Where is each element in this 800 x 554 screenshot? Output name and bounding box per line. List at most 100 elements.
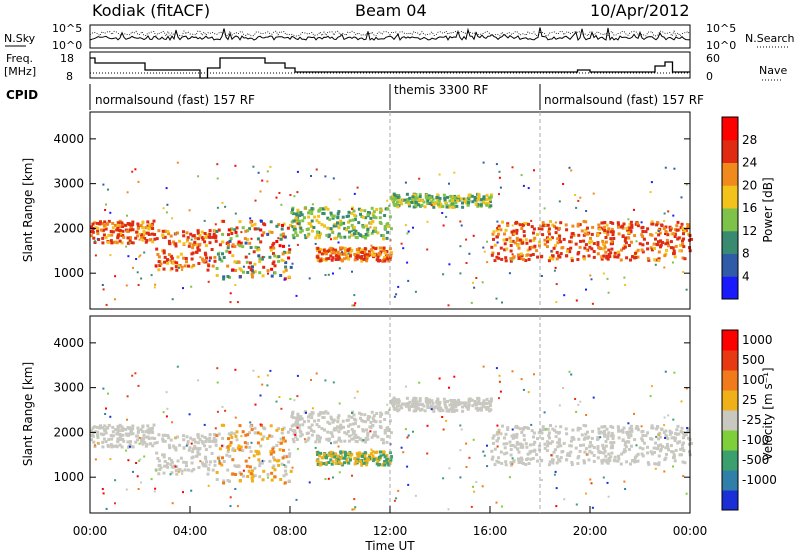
power-cell [294, 216, 298, 220]
velocity-noise-cell [221, 444, 223, 447]
power-noise-cell [442, 224, 445, 227]
velocity-cell [248, 431, 252, 435]
velocity-cell [241, 430, 245, 434]
power-cell [417, 203, 421, 207]
power-cell [316, 249, 319, 252]
power-cell [196, 229, 200, 233]
velocity-noise-cell [508, 476, 511, 479]
velocity-cell [539, 459, 543, 463]
power-cell [109, 230, 113, 233]
power-cell [235, 226, 239, 230]
velocity-noise-cell [96, 441, 99, 444]
velocity-cell [367, 456, 371, 459]
velocity-cell [506, 426, 510, 430]
velocity-cell [427, 398, 431, 402]
velocity-noise-cell [663, 416, 666, 419]
velocity-cell [319, 436, 322, 440]
power-cell [213, 229, 217, 233]
power-noise-cell [498, 170, 501, 173]
velocity-noise-cell [105, 407, 107, 410]
power-cell [655, 223, 659, 227]
velocity-noise-cell [126, 395, 129, 398]
power-cell [523, 222, 527, 225]
power-cell [517, 246, 521, 250]
velocity-cell [559, 456, 563, 460]
nsky-trace [89, 27, 691, 42]
power-cell [318, 250, 322, 254]
power-cell [241, 245, 245, 249]
velocity-cell [633, 460, 637, 464]
velocity-cell [659, 449, 662, 453]
beam-title: Beam 04 [355, 1, 427, 20]
power-noise-cell [404, 224, 407, 227]
power-noise-cell [540, 275, 543, 277]
velocity-cell [444, 405, 448, 409]
velocity-cell [448, 403, 452, 407]
velocity-noise-cell [459, 449, 462, 452]
velocity-cell [238, 479, 242, 483]
velocity-cell [211, 439, 215, 443]
power-cell [449, 194, 453, 198]
power-noise-cell [109, 211, 112, 214]
velocity-cell [343, 461, 346, 465]
velocity-cell [163, 439, 167, 443]
power-cell [141, 226, 145, 230]
velocity-cell [412, 409, 416, 413]
velocity-cell [354, 436, 358, 439]
power-cell [258, 260, 262, 264]
power-cell [293, 227, 297, 231]
velocity-cell [325, 461, 329, 465]
power-cell [395, 200, 399, 204]
power-noise-cell [369, 226, 372, 229]
power-cell [592, 255, 596, 259]
velocity-cell [428, 406, 432, 410]
velocity-noise-cell [673, 371, 676, 374]
power-cell [553, 224, 556, 228]
power-noise-cell [664, 233, 667, 235]
power-cell [520, 239, 524, 243]
power-cell [336, 250, 340, 254]
velocity-cell [174, 469, 178, 473]
velocity-noise-cell [234, 488, 237, 490]
velocity-cell [503, 452, 507, 456]
power-noise-cell [650, 181, 653, 184]
power-cell [689, 237, 693, 241]
velocity-cell [380, 412, 384, 416]
velocity-cell [370, 410, 374, 414]
power-cell [249, 246, 253, 249]
velocity-cell [600, 425, 604, 429]
power-cell [277, 259, 281, 263]
power-cell [259, 228, 263, 232]
velocity-cell [175, 465, 179, 469]
velocity-cell [96, 430, 100, 434]
velocity-cell [354, 433, 358, 437]
power-cell [627, 231, 631, 235]
power-cell [233, 245, 237, 248]
power-cell [107, 219, 111, 223]
power-cell [584, 220, 588, 224]
velocity-cell [192, 446, 196, 450]
velocity-cell [370, 457, 374, 461]
velocity-cell [167, 457, 171, 461]
power-cell [403, 198, 407, 202]
colorbar-segment [722, 185, 738, 209]
velocity-cell [646, 431, 650, 435]
power-cell [683, 229, 687, 233]
velocity-cell [166, 462, 169, 466]
power-cell [655, 242, 659, 246]
power-cell [361, 215, 365, 219]
power-cell [270, 267, 274, 271]
power-cell [678, 249, 682, 253]
velocity-cell [679, 430, 683, 434]
velocity-cell [383, 430, 387, 434]
velocity-cell [569, 444, 573, 448]
velocity-cell [249, 472, 253, 476]
velocity-cell [619, 462, 623, 466]
colorbar-tick-label: 20 [742, 178, 757, 192]
velocity-cell [262, 469, 266, 473]
power-cell [608, 255, 612, 259]
freq-label: Freq. [6, 52, 33, 65]
velocity-cell [222, 423, 226, 427]
velocity-cell [363, 413, 367, 417]
velocity-cell [657, 454, 661, 458]
